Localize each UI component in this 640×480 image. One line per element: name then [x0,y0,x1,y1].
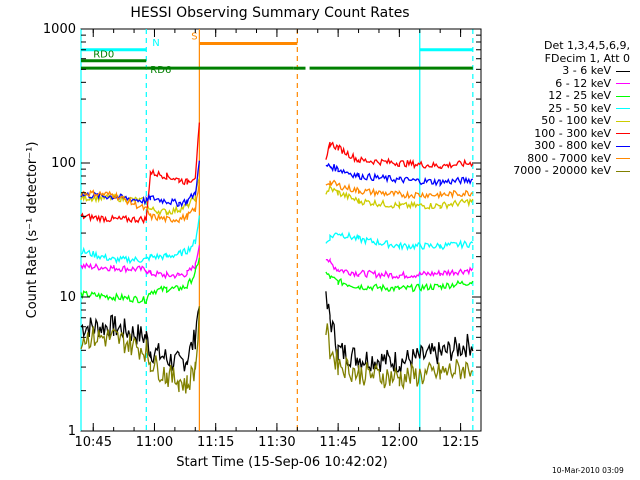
x-tick-label-6: 12:15 [442,435,479,450]
legend-entry: 3 - 6 keV [488,64,630,78]
timestamp: 10-Mar-2010 03:09 [552,466,624,475]
legend-label: 12 - 25 keV [548,89,611,102]
legend: Det 1,3,4,5,6,9, FDecim 1, Att 0 3 - 6 k… [488,39,630,178]
legend-entry: 7000 - 20000 keV [488,164,630,178]
legend-entry: 12 - 25 keV [488,89,630,103]
series-line-1 [80,245,474,280]
legend-swatch [616,70,630,72]
plot-frame [80,28,482,432]
data-layer [80,29,474,431]
legend-swatch [616,133,630,135]
legend-entry: 100 - 300 keV [488,126,630,141]
x-tick-label-0: 10:45 [75,435,112,450]
series-line-5 [80,122,474,225]
legend-entry: 300 - 800 keV [488,139,630,153]
legend-swatch [616,170,630,172]
chart-title: HESSI Observing Summary Count Rates [130,5,409,21]
x-tick-label-2: 11:15 [197,435,234,450]
legend-header-line-1: Det 1,3,4,5,6,9, [543,39,630,52]
legend-label: 300 - 800 keV [534,139,611,152]
flag-label-rd6: RD6 [150,65,171,76]
legend-swatch [616,120,630,122]
series-line-4 [80,178,474,217]
legend-header-line-2: FDecim 1, Att 0 [544,51,630,65]
y-axis-label: Count Rate (s⁻¹ detector⁻¹) [25,142,40,319]
series-line-7 [80,179,473,224]
legend-label: 25 - 50 keV [548,101,611,115]
legend-label: 800 - 7000 keV [527,151,611,165]
legend-entry: 50 - 100 keV [488,114,630,128]
x-axis-label: Start Time (15-Sep-06 10:42:02) [176,455,387,470]
y-tick-label-1: 10 [59,290,76,305]
legend-entries: 3 - 6 keV 6 - 12 keV 12 - 25 keV 25 - 50 ke… [488,64,630,178]
legend-label: 100 - 300 keV [534,126,611,140]
legend-entry: 800 - 7000 keV [488,151,630,166]
x-tick-label-1: 11:00 [136,435,173,450]
series-line-6 [80,160,474,208]
flag-label-rd0: RD0 [93,50,114,61]
legend-label: 7000 - 20000 keV [513,164,611,177]
flag-label-s: S [191,31,197,42]
legend-swatch [616,145,630,147]
series-line-3 [80,215,474,265]
legend-label: 6 - 12 keV [555,76,611,90]
legend-swatch [616,83,630,85]
x-tick-label-4: 11:45 [319,435,356,450]
y-tick-label-3: 1000 [43,22,76,37]
axes-layer: 10:45 11:00 11:15 11:30 11:45 12:00 12:15 1 10 10… [43,22,482,450]
x-tick-label-5: 12:00 [381,435,418,450]
flag-label-n: N [152,38,159,49]
series-line-8 [80,306,473,394]
y-tick-label-2: 100 [51,156,76,171]
series-line-0 [80,291,474,373]
y-tick-label-0: 1 [68,424,76,439]
legend-entry: 6 - 12 keV [488,76,630,91]
legend-swatch [616,108,630,110]
series-line-2 [80,257,474,304]
legend-entry: 25 - 50 keV [488,101,630,116]
legend-swatch [616,95,630,97]
legend-swatch [616,158,630,160]
flag-layer: N S RD0 RD6 [81,31,473,76]
legend-label: 50 - 100 keV [541,114,611,127]
legend-label: 3 - 6 keV [562,64,611,77]
x-tick-label-3: 11:30 [258,435,295,450]
